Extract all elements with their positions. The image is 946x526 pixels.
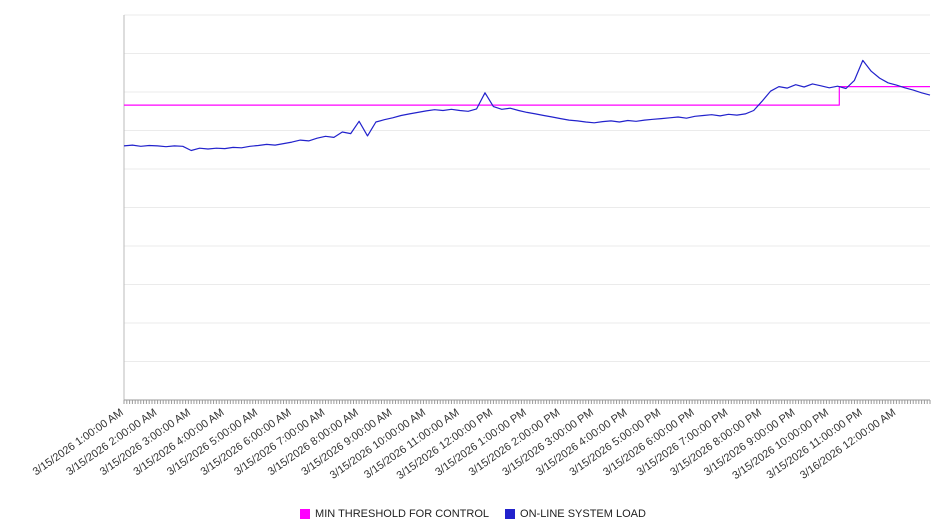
line-chart: 3/15/2026 1:00:00 AM3/15/2026 2:00:00 AM… (31, 14, 931, 482)
chart-legend: MIN THRESHOLD FOR CONTROL ON-LINE SYSTEM… (0, 508, 946, 520)
legend-swatch-min-threshold (300, 509, 311, 519)
legend-item-min-threshold[interactable]: MIN THRESHOLD FOR CONTROL (300, 508, 489, 520)
series-line-1 (123, 59, 931, 152)
legend-swatch-system-load (505, 509, 516, 519)
legend-item-system-load[interactable]: ON-LINE SYSTEM LOAD (505, 508, 646, 520)
legend-label-system-load: ON-LINE SYSTEM LOAD (520, 508, 646, 520)
legend-label-min-threshold: MIN THRESHOLD FOR CONTROL (315, 508, 490, 520)
chart-area: 3/15/2026 1:00:00 AM 3/15/2026 2:00:00 AM… (31, 14, 931, 482)
series-line-0 (124, 85, 930, 106)
